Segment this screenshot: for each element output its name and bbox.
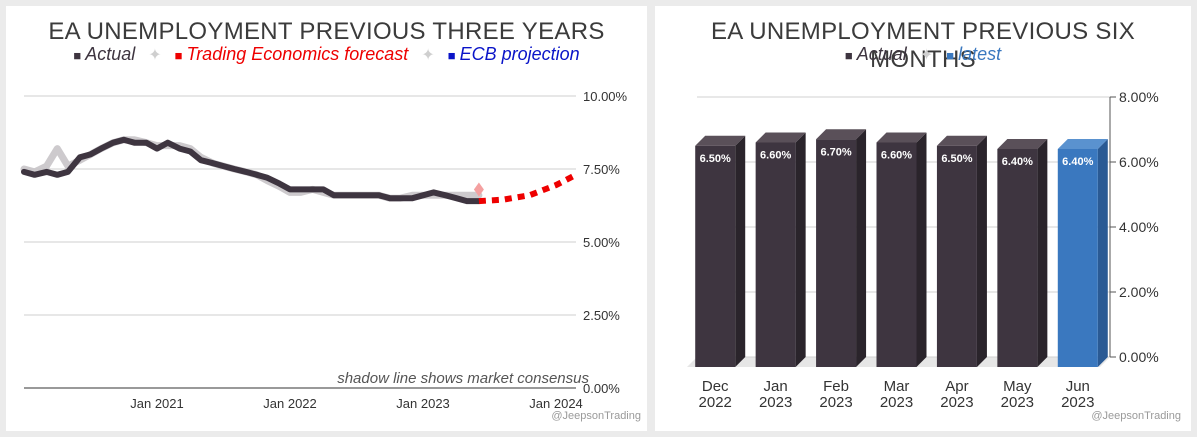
bar-top <box>695 135 746 146</box>
bar-side <box>916 132 927 367</box>
left-chart-title: EA UNEMPLOYMENT PREVIOUS THREE YEARS <box>48 18 605 45</box>
y-tick-label: 5.00% <box>583 235 620 250</box>
y-tick-label: 10.00% <box>583 89 628 104</box>
bar-top <box>936 135 987 146</box>
x-tick-label-month: Dec <box>702 378 729 395</box>
y-tick-label: 6.00% <box>1119 154 1159 170</box>
bar-value-label: 6.40% <box>1002 156 1033 168</box>
left-credit: @JeepsonTrading <box>551 410 641 422</box>
bar <box>695 145 736 367</box>
bar-side <box>856 129 867 367</box>
legend-actual-label: Actual <box>85 44 136 64</box>
chart-annotation: shadow line shows market consensus <box>337 370 589 387</box>
legend-forecast-label: Trading Economics forecast <box>186 44 409 64</box>
x-tick-label-year: 2022 <box>699 394 732 411</box>
x-tick-label: Jan 2023 <box>396 396 450 411</box>
bar <box>755 142 796 367</box>
bar-value-label: 6.50% <box>941 153 972 165</box>
left-chart-legend: ■ Actual ✦ ■ Trading Economics forecast ✦ … <box>6 44 647 65</box>
x-tick-label-year: 2023 <box>819 394 852 411</box>
actual-series-line <box>21 136 482 205</box>
left-line-chart: 0.00% 2.50% 5.00% 7.50% 10.00% Jan 2021 Jan 20… <box>20 89 628 411</box>
left-chart-panel: EA UNEMPLOYMENT PREVIOUS THREE YEARS ■ Ac… <box>6 6 647 431</box>
bar <box>816 139 857 367</box>
bar <box>936 145 977 367</box>
bar-side <box>1037 139 1048 367</box>
bar-top <box>816 129 867 140</box>
legend-latest-swatch: ■ <box>946 48 955 63</box>
y-tick-label: 2.50% <box>583 308 620 323</box>
y-tick-label: 0.00% <box>1119 349 1159 365</box>
legend-actual-label: Actual <box>856 44 907 64</box>
y-tick-label: 4.00% <box>1119 219 1159 235</box>
right-chart-legend: ■ Actual ✦ ■ latest <box>655 44 1191 65</box>
right-credit: @JeepsonTrading <box>1091 410 1181 422</box>
x-tick-label-year: 2023 <box>880 394 913 411</box>
x-tick-label-month: Jan <box>764 378 788 395</box>
bar-value-label: 6.60% <box>760 150 791 162</box>
x-tick-label-month: Apr <box>945 378 968 395</box>
x-tick-label-month: Feb <box>823 378 849 395</box>
x-tick-label: Jan 2024 <box>529 396 583 411</box>
legend-actual-swatch: ■ <box>73 48 82 63</box>
bar-value-label: 6.50% <box>700 153 731 165</box>
x-tick-label-month: May <box>1003 378 1032 395</box>
y-tick-label: 0.00% <box>583 381 620 396</box>
bar-value-label: 6.70% <box>820 146 851 158</box>
right-chart-panel: EA UNEMPLOYMENT PREVIOUS SIX MONTHS ■ Act… <box>655 6 1191 431</box>
bar-value-label: 6.60% <box>881 150 912 162</box>
y-tick-label: 2.00% <box>1119 284 1159 300</box>
bar-value-label: 6.40% <box>1062 156 1093 168</box>
legend-ecb-label: ECB projection <box>459 44 580 64</box>
bar-side <box>795 132 806 367</box>
bar-top <box>755 132 806 143</box>
x-tick-label-year: 2023 <box>759 394 792 411</box>
bar <box>1057 149 1098 367</box>
legend-forecast-swatch: ■ <box>174 48 183 63</box>
legend-separator-icon: ✦ <box>919 47 934 64</box>
bar-side <box>1097 139 1108 367</box>
y-tick-label: 8.00% <box>1119 89 1159 105</box>
bar-side <box>735 135 746 367</box>
legend-latest-label: latest <box>958 44 1002 64</box>
forecast-series-line <box>478 172 578 205</box>
bar-top <box>997 139 1048 149</box>
x-tick-label-year: 2023 <box>1061 394 1094 411</box>
bar <box>997 149 1038 367</box>
right-chart-title: EA UNEMPLOYMENT PREVIOUS SIX MONTHS <box>710 18 1136 73</box>
bar-side <box>976 135 987 367</box>
x-tick-label-year: 2023 <box>1001 394 1034 411</box>
x-tick-label: Jan 2021 <box>130 396 184 411</box>
x-tick-label-year: 2023 <box>940 394 973 411</box>
forecast-start-marker <box>473 182 484 197</box>
x-tick-label-month: Jun <box>1066 378 1090 395</box>
x-tick-label-month: Mar <box>884 378 910 395</box>
legend-separator-icon: ✦ <box>148 47 162 64</box>
legend-actual-swatch: ■ <box>844 48 853 63</box>
legend-ecb-swatch: ■ <box>447 48 456 63</box>
x-tick-label: Jan 2022 <box>263 396 317 411</box>
bar-top <box>1057 139 1108 149</box>
bar <box>876 142 917 367</box>
y-tick-label: 7.50% <box>583 162 620 177</box>
bar-top <box>876 132 927 143</box>
legend-separator-icon: ✦ <box>421 47 435 64</box>
